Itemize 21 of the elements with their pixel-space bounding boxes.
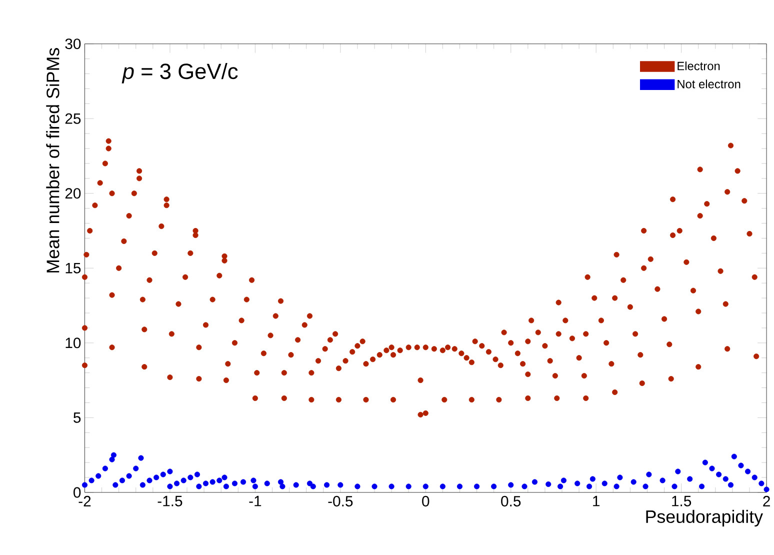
- x-tick-label: -2: [78, 496, 91, 506]
- legend-label: Electron: [678, 61, 720, 70]
- x-tick-label: 2: [763, 496, 770, 506]
- x-tick-label: 0.5: [501, 496, 521, 506]
- x-tick-label: -0.5: [328, 496, 353, 506]
- x-tick-label: 0: [422, 496, 430, 506]
- y-tick-label: 25: [65, 113, 81, 124]
- y-tick-label: 10: [66, 338, 81, 348]
- y-tick-label: 20: [65, 188, 81, 199]
- y-tick-label: 0: [74, 487, 81, 498]
- x-tick-label: -1.5: [158, 496, 182, 506]
- annotation: p = 3 GeV/c: [122, 62, 238, 84]
- y-tick-label: 15: [66, 262, 81, 274]
- x-tick-label: 1.5: [672, 496, 692, 506]
- y-tick-label: 30: [65, 38, 81, 50]
- x-tick-label: 1: [593, 496, 600, 506]
- x-axis-title: Pseudorapidity: [646, 510, 763, 526]
- y-tick-label: 5: [74, 412, 81, 423]
- x-tick-label: -1: [249, 496, 262, 506]
- y-axis-title: Mean number of fired SiPMs: [46, 48, 60, 272]
- legend-label: Not electron: [678, 79, 740, 88]
